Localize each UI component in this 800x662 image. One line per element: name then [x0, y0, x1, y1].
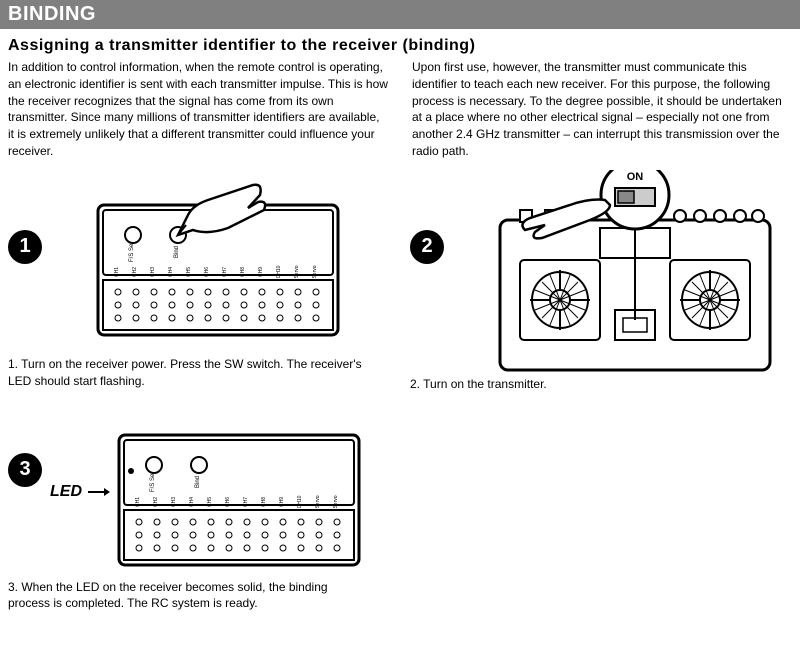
svg-text:CH9: CH9 [279, 496, 285, 506]
caption-num: 2. [410, 377, 420, 391]
svg-text:CH5: CH5 [186, 267, 192, 277]
svg-text:CH4: CH4 [189, 496, 195, 506]
svg-text:CH1: CH1 [135, 496, 141, 506]
step-1: 1 F/S Set Bind CH1 CH2 CH3 C [8, 180, 390, 393]
receiver-svg-3: F/S Set Bind CH1 CH2 CH3 CH4 CH5 CH6 CH7… [109, 423, 369, 573]
svg-text:Servo: Servo [294, 265, 300, 278]
svg-text:Bind: Bind [195, 476, 201, 488]
led-arrow-icon [88, 491, 108, 493]
svg-text:CH6: CH6 [225, 496, 231, 506]
step-row-1: 1 F/S Set Bind CH1 CH2 CH3 C [8, 180, 792, 393]
svg-text:Servo: Servo [312, 265, 318, 278]
caption-num: 1. [8, 357, 18, 371]
svg-text:CH7: CH7 [243, 496, 249, 506]
intro-left: In addition to control information, when… [8, 59, 388, 160]
svg-text:CH2: CH2 [132, 267, 138, 277]
receiver-diagram-3: F/S Set Bind CH1 CH2 CH3 CH4 CH5 CH6 CH7… [78, 423, 400, 573]
intro-right: Upon first use, however, the transmitter… [412, 59, 792, 160]
on-label: ON [627, 171, 644, 183]
svg-text:CH3: CH3 [150, 267, 156, 277]
step-2: 2 [410, 180, 792, 393]
svg-text:CH2: CH2 [153, 496, 159, 506]
intro-columns: In addition to control information, when… [0, 59, 800, 160]
steps-container: 1 F/S Set Bind CH1 CH2 CH3 C [0, 160, 800, 652]
caption-text: When the LED on the receiver becomes sol… [8, 580, 328, 611]
led-label: LED [50, 483, 82, 501]
svg-text:F/S Set: F/S Set [150, 471, 156, 491]
step-badge-1: 1 [8, 230, 42, 264]
step-badge-3: 3 [8, 453, 42, 487]
svg-text:Servo: Servo [315, 495, 321, 508]
empty-cell [420, 423, 792, 613]
svg-text:CH5: CH5 [207, 496, 213, 506]
svg-text:CH8: CH8 [261, 496, 267, 506]
svg-text:Servo: Servo [333, 495, 339, 508]
svg-text:CH7: CH7 [222, 267, 228, 277]
svg-text:CH9: CH9 [258, 267, 264, 277]
svg-text:Bind: Bind [174, 246, 180, 258]
caption-text: Turn on the receiver power. Press the SW… [8, 357, 362, 388]
svg-text:CH4: CH4 [168, 267, 174, 277]
receiver-diagram-1: F/S Set Bind CH1 CH2 CH3 CH4 CH5 CH6 CH7… [46, 180, 390, 350]
svg-text:F/S Set: F/S Set [129, 241, 135, 261]
section-banner: BINDING [0, 0, 800, 29]
step-3: 3 LED F/S Set Bind CH1 CH2 CH3 [8, 423, 400, 613]
svg-text:CH8: CH8 [240, 267, 246, 277]
svg-text:CH10: CH10 [297, 495, 303, 508]
svg-text:CH6: CH6 [204, 267, 210, 277]
section-subtitle: Assigning a transmitter identifier to th… [0, 29, 800, 59]
caption-text: Turn on the transmitter. [423, 377, 547, 391]
svg-text:CH3: CH3 [171, 496, 177, 506]
step-badge-2: 2 [410, 230, 444, 264]
receiver-svg-1: F/S Set Bind CH1 CH2 CH3 CH4 CH5 CH6 CH7… [78, 180, 358, 350]
step-3-caption: 3. When the LED on the receiver becomes … [8, 579, 368, 613]
step-1-caption: 1. Turn on the receiver power. Press the… [8, 356, 368, 390]
svg-text:CH1: CH1 [114, 267, 120, 277]
step-row-2: 3 LED F/S Set Bind CH1 CH2 CH3 [8, 423, 792, 613]
transmitter-diagram: ON [448, 180, 792, 370]
svg-text:CH10: CH10 [276, 265, 282, 278]
transmitter-svg: ON [450, 170, 790, 380]
caption-num: 3. [8, 580, 18, 594]
